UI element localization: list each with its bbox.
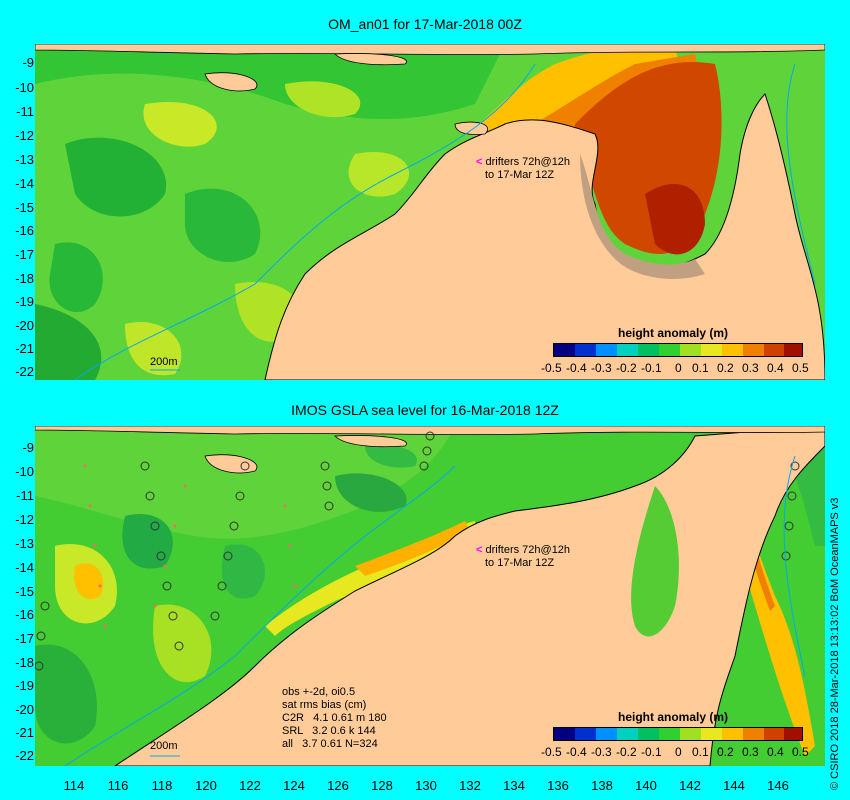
x-tick: 120 (195, 778, 217, 793)
cb-tick: -0.4 (566, 745, 587, 759)
sat-stats: obs +-2d, oi0.5 sat rms bias (cm) C2R 4.… (282, 686, 387, 751)
top-colorbar (553, 343, 803, 357)
x-tick: 118 (151, 778, 173, 793)
cb-tick: 0.1 (692, 745, 709, 759)
cb-tick: -0.1 (641, 745, 662, 759)
cb-tick: -0.4 (566, 361, 587, 375)
y-tick: -20 (15, 702, 34, 717)
top-map-title: OM_an01 for 17-Mar-2018 00Z (328, 16, 522, 32)
x-tick: 146 (767, 778, 789, 793)
stats-line: all 3.7 0.61 N=324 (282, 738, 378, 750)
cb-tick: 0.4 (767, 361, 784, 375)
bottom-map (35, 426, 825, 766)
bottom-contour-label: 200m (150, 740, 178, 752)
x-tick: 114 (63, 778, 85, 793)
x-tick: 116 (107, 778, 129, 793)
x-tick: 140 (635, 778, 657, 793)
y-tick: -15 (15, 200, 34, 215)
cb-tick: 0.2 (717, 361, 734, 375)
y-tick: -9 (22, 55, 34, 70)
credit-text: © CSIRO 2018 28-Mar-2018 13:13:02 BoM Oc… (829, 497, 841, 790)
y-tick: -20 (15, 318, 34, 333)
y-tick: -19 (15, 678, 34, 693)
cb-tick: 0.5 (792, 361, 809, 375)
bottom-drifter-legend: < drifters 72h@12h to 17-Mar 12Z (476, 544, 570, 570)
x-tick: 138 (591, 778, 613, 793)
cb-tick: 0.1 (692, 361, 709, 375)
top-drifter-line1: drifters 72h@12h (485, 156, 571, 168)
stats-line: sat rms bias (cm) (282, 699, 367, 711)
y-tick: -21 (15, 341, 34, 356)
y-tick: -14 (15, 560, 34, 575)
cb-tick: 0.3 (742, 745, 759, 759)
y-tick: -9 (22, 440, 34, 455)
cb-tick: -0.2 (616, 745, 637, 759)
x-tick: 130 (415, 778, 437, 793)
top-legend-title: height anomaly (m) (618, 326, 729, 340)
y-tick: -16 (15, 223, 34, 238)
cb-tick: -0.2 (616, 361, 637, 375)
stats-line: SRL 3.2 0.6 k 144 (282, 725, 376, 737)
bottom-map-title: IMOS GSLA sea level for 16-Mar-2018 12Z (291, 402, 559, 418)
cb-tick: 0.3 (742, 361, 759, 375)
bottom-colorbar-gradient (554, 728, 802, 740)
y-tick: -22 (15, 364, 34, 379)
cb-tick: -0.5 (541, 361, 562, 375)
top-colorbar-gradient (554, 344, 802, 356)
x-tick: 126 (327, 778, 349, 793)
y-tick: -13 (15, 152, 34, 167)
x-tick: 124 (283, 778, 305, 793)
stats-line: obs +-2d, oi0.5 (282, 686, 356, 698)
y-tick: -13 (15, 536, 34, 551)
y-tick: -12 (15, 512, 34, 527)
y-tick: -17 (15, 631, 34, 646)
x-tick: 136 (547, 778, 569, 793)
bottom-drifter-line1: drifters 72h@12h (485, 544, 571, 556)
cb-tick: 0 (675, 745, 682, 759)
y-tick: -15 (15, 584, 34, 599)
cb-tick: -0.5 (541, 745, 562, 759)
cb-tick: 0.2 (717, 745, 734, 759)
x-tick: 134 (503, 778, 525, 793)
top-contour-label: 200m (150, 356, 178, 368)
y-tick: -11 (16, 104, 34, 119)
bottom-legend-title: height anomaly (m) (618, 710, 729, 724)
y-tick: -19 (15, 294, 34, 309)
bottom-colorbar (553, 727, 803, 741)
y-tick: -18 (15, 655, 34, 670)
x-tick: 122 (239, 778, 261, 793)
top-drifter-line2: to 17-Mar 12Z (485, 169, 555, 181)
cb-tick: -0.3 (591, 745, 612, 759)
top-drifter-legend: < drifters 72h@12h to 17-Mar 12Z (476, 156, 570, 182)
y-tick: -17 (15, 247, 34, 262)
y-tick: -14 (15, 176, 34, 191)
y-tick: -21 (15, 725, 34, 740)
cb-tick: 0.4 (767, 745, 784, 759)
stats-line: C2R 4.1 0.61 m 180 (282, 712, 387, 724)
y-tick: -12 (15, 128, 34, 143)
x-tick: 142 (679, 778, 701, 793)
cb-tick: 0 (675, 361, 682, 375)
y-tick: -10 (15, 464, 34, 479)
top-map (35, 44, 825, 380)
cb-tick: -0.1 (641, 361, 662, 375)
drifter-arrow-icon: < (476, 544, 483, 556)
y-tick: -22 (15, 748, 34, 763)
y-tick: -16 (15, 607, 34, 622)
x-tick: 132 (459, 778, 481, 793)
y-tick: -18 (15, 271, 34, 286)
bottom-drifter-line2: to 17-Mar 12Z (485, 557, 555, 569)
y-tick: -10 (15, 80, 34, 95)
x-tick: 128 (371, 778, 393, 793)
x-tick: 144 (723, 778, 745, 793)
drifter-arrow-icon: < (476, 156, 483, 168)
y-tick: -11 (16, 488, 34, 503)
cb-tick: 0.5 (792, 745, 809, 759)
cb-tick: -0.3 (591, 361, 612, 375)
